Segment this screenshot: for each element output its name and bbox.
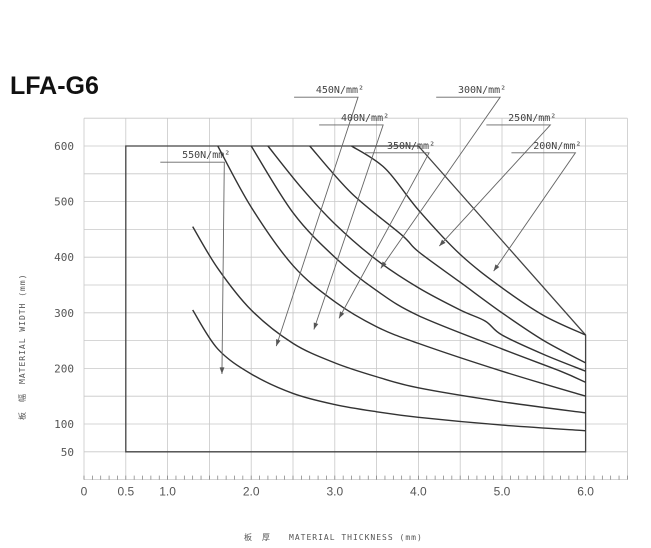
y-tick-label: 400 <box>54 251 74 264</box>
series-label: 200N/mm² <box>533 141 581 152</box>
callout-leader <box>493 152 577 272</box>
y-tick-label: 50 <box>61 446 74 459</box>
curves <box>125 145 587 453</box>
y-tick-label: 200 <box>54 362 74 375</box>
callout-arrowhead <box>439 239 446 247</box>
y-axis-label: 板 幅 MATERIAL WIDTH (mm) <box>17 273 27 420</box>
y-tick-label: 100 <box>54 418 74 431</box>
x-tick-label: 6.0 <box>577 485 594 499</box>
callouts: 550N/mm² 450N/mm² 400N/mm² 350N/mm² 300N/mm²… <box>160 85 581 374</box>
callout-leader <box>160 161 225 374</box>
series-label: 400N/mm² <box>341 113 389 124</box>
x-tick-label: 5.0 <box>494 485 511 499</box>
capacity-envelope <box>125 145 587 453</box>
series-curve <box>217 145 586 397</box>
x-tick-label: 1.0 <box>159 485 176 499</box>
callout-arrowhead <box>219 367 225 374</box>
x-axis-label: 板 厚 MATERIAL THICKNESS (mm) <box>244 532 423 542</box>
callout-leader <box>380 96 502 269</box>
series-label: 550N/mm² <box>182 150 230 161</box>
series-curve <box>309 145 586 364</box>
chart-title: LFA-G6 <box>10 72 99 100</box>
callout-arrowhead <box>338 311 345 319</box>
callout-arrowhead <box>276 339 281 347</box>
grid <box>83 117 628 481</box>
series-curve <box>250 145 586 383</box>
series-curve <box>192 226 586 414</box>
callout-leader <box>438 124 552 247</box>
x-tick-label: 0.5 <box>117 485 134 499</box>
y-tick-label: 500 <box>54 196 74 209</box>
y-tick-label: 600 <box>54 140 74 153</box>
callout-leader <box>275 96 359 347</box>
series-label: 450N/mm² <box>316 85 364 96</box>
y-tick-label: 300 <box>54 307 74 320</box>
tick-labels: 0 0.5 1.0 2.0 3.0 4.0 5.0 6.0 50 100 200 300 400 500 6… <box>54 140 594 499</box>
x-tick-label: 4.0 <box>410 485 427 499</box>
series-curve <box>351 145 586 336</box>
x-tick-label: 3.0 <box>326 485 343 499</box>
callout-arrowhead <box>380 261 387 269</box>
series-label: 250N/mm² <box>508 113 556 124</box>
callout-arrowhead <box>493 264 500 272</box>
callout-leader <box>338 152 430 319</box>
x-tick-label: 2.0 <box>243 485 260 499</box>
series-label: 350N/mm² <box>387 141 435 152</box>
series-curve <box>267 145 586 372</box>
callout-arrowhead <box>313 322 319 330</box>
x-tick-label: 0 <box>81 485 88 499</box>
series-curve <box>192 309 586 432</box>
series-label: 300N/mm² <box>458 85 506 96</box>
callout-leader <box>313 124 384 330</box>
